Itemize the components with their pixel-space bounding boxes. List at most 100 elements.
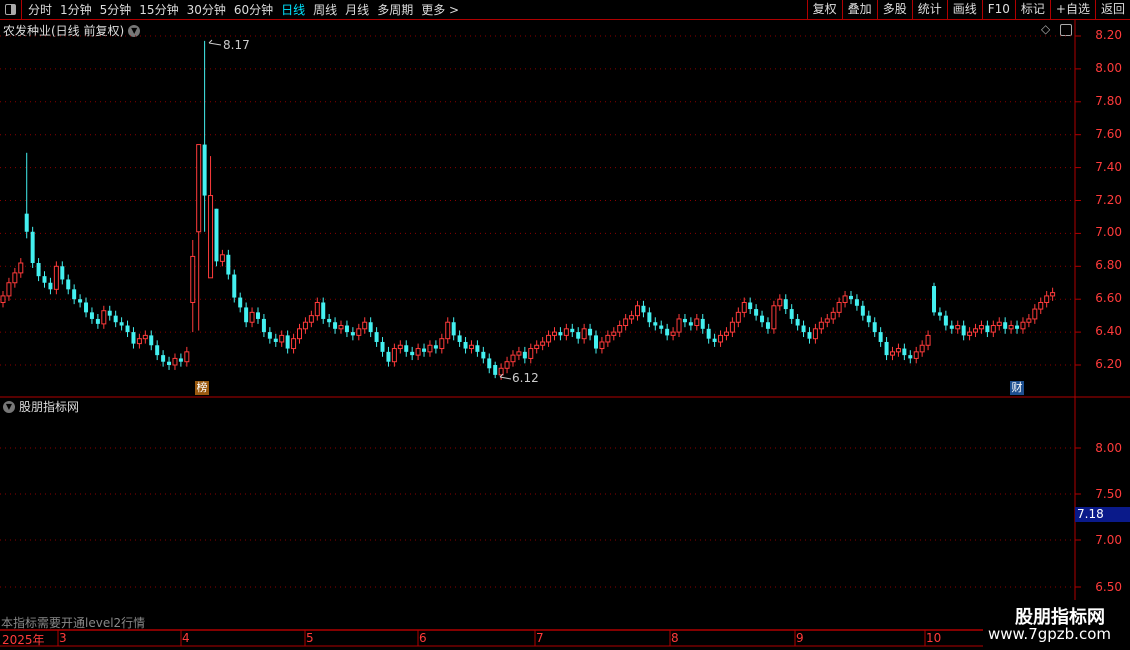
month-label: 5: [306, 631, 314, 645]
period-tab[interactable]: 日线: [281, 3, 306, 17]
toolbar-buttons: 复权 叠加 多股 统计 画线 F10 标记 +自选 返回: [806, 0, 1130, 19]
candle-body: [659, 325, 664, 329]
candle: [267, 327, 272, 344]
watermark-url: www.7gpzb.com: [988, 625, 1111, 643]
top-toolbar: 分时 1分钟 5分钟 15分钟 30分钟 60分钟 日线 周线 月线 多周期 更多 > 复权 叠加 多股…: [0, 0, 1130, 20]
toolbar-button[interactable]: 叠加: [841, 0, 877, 19]
chevron-down-icon[interactable]: ▼: [3, 400, 15, 413]
candle: [908, 350, 913, 364]
toolbar-button[interactable]: 画线: [946, 0, 982, 19]
candle-body: [53, 265, 59, 290]
candle-body: [594, 335, 598, 349]
candle-body: [202, 144, 207, 196]
candle: [1032, 304, 1038, 324]
candle: [830, 307, 836, 324]
candle: [119, 317, 124, 331]
candle: [878, 327, 883, 347]
candle-body: [854, 299, 859, 306]
candle: [754, 304, 759, 321]
period-tab[interactable]: 更多 >: [421, 3, 460, 17]
candle-body: [155, 345, 160, 356]
candle: [718, 330, 724, 347]
indicator-axis-label: 8.00: [1095, 441, 1122, 455]
candle-body: [516, 351, 522, 356]
chevron-down-icon[interactable]: ▼: [128, 24, 141, 37]
candle: [1020, 317, 1026, 334]
finance-badge[interactable]: 财: [1010, 381, 1024, 395]
candle-body: [777, 298, 783, 307]
period-tab[interactable]: 30分钟: [186, 3, 226, 17]
candle-body: [551, 331, 557, 336]
candle: [694, 314, 700, 331]
candle: [415, 343, 421, 361]
candle-body: [415, 348, 421, 356]
candle: [522, 346, 527, 364]
diamond-icon[interactable]: ◇: [1041, 22, 1051, 36]
candle: [410, 346, 415, 361]
candle: [913, 346, 919, 364]
toolbar-button[interactable]: 标记: [1014, 0, 1050, 19]
candle-body: [617, 325, 623, 333]
candle-body: [860, 305, 865, 316]
candle: [374, 327, 379, 347]
toolbar-button[interactable]: +自选: [1049, 0, 1095, 19]
candle: [481, 346, 486, 364]
price-axis-label: 6.20: [1095, 357, 1122, 371]
toolbar-button[interactable]: F10: [981, 0, 1015, 19]
candle-body: [344, 325, 349, 333]
period-tab[interactable]: 多周期: [377, 3, 414, 17]
candle-body: [682, 318, 687, 323]
candle-body: [267, 332, 272, 339]
candle: [848, 290, 853, 305]
price-axis-label: 6.40: [1095, 324, 1122, 339]
candle-body: [670, 331, 676, 336]
toolbar-button[interactable]: 统计: [911, 0, 947, 19]
toolbar-button[interactable]: 复权: [806, 0, 842, 19]
candle: [943, 310, 948, 331]
period-tab[interactable]: 分时: [28, 3, 53, 17]
indicator-title: ▼ 股朋指标网: [3, 398, 79, 415]
candle: [973, 323, 979, 338]
period-tab[interactable]: 60分钟: [233, 3, 274, 17]
indicator-name: 股朋指标网: [19, 400, 80, 414]
ranking-badge[interactable]: 榜: [195, 381, 209, 395]
candle: [688, 317, 693, 331]
toolbar-button[interactable]: 多股: [876, 0, 912, 19]
period-tab[interactable]: 15分钟: [139, 3, 179, 17]
candle-body: [451, 322, 456, 336]
candle: [255, 307, 260, 324]
candle: [1003, 317, 1008, 334]
candle-body: [741, 301, 747, 313]
candle-body: [66, 279, 71, 290]
candle-body: [985, 325, 990, 333]
candle-body: [723, 331, 729, 336]
period-tab[interactable]: 1分钟: [60, 3, 92, 17]
period-tab[interactable]: 月线: [345, 3, 370, 17]
candle-body: [706, 328, 711, 339]
period-tab[interactable]: 周线: [313, 3, 338, 17]
candle-body: [576, 332, 581, 339]
candle: [818, 317, 824, 334]
candle: [18, 258, 24, 278]
candle-body: [433, 345, 438, 349]
candle-body: [338, 325, 344, 330]
month-label: 7: [536, 631, 544, 645]
candle-body: [72, 289, 77, 300]
candle-body: [760, 315, 765, 323]
candle: [842, 290, 848, 308]
candle-body: [0, 295, 6, 303]
toolbar-button[interactable]: 返回: [1094, 0, 1130, 19]
candle: [961, 320, 966, 341]
candle: [0, 290, 6, 308]
panel-toggle-button[interactable]: [0, 0, 22, 19]
candle: [659, 320, 664, 334]
month-label: 8: [671, 631, 679, 645]
candle-body: [291, 338, 297, 350]
candle: [422, 343, 427, 357]
candle: [712, 333, 717, 347]
candle-body: [1038, 301, 1044, 310]
watermark: [983, 600, 1130, 650]
period-tabs: 分时 1分钟 5分钟 15分钟 30分钟 60分钟 日线 周线 月线 多周期 更多 >: [22, 1, 463, 18]
period-tab[interactable]: 5分钟: [99, 3, 132, 17]
